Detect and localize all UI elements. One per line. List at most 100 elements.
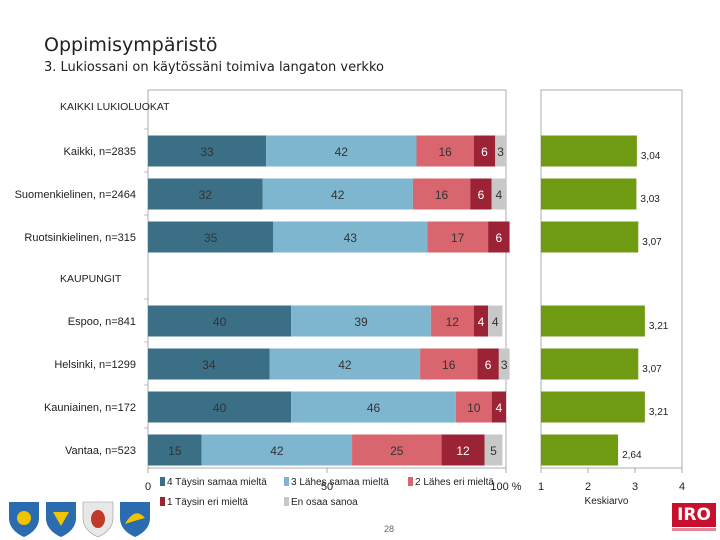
mean-value-label: 3,03 xyxy=(640,194,660,205)
stacked-bar-segment xyxy=(473,135,496,167)
data-label: 6 xyxy=(495,231,502,245)
stacked-bar-segment xyxy=(148,135,267,167)
data-label: 16 xyxy=(442,358,456,372)
mean-value-label: 3,04 xyxy=(641,151,661,162)
data-label: 17 xyxy=(451,231,465,245)
data-label: 4 xyxy=(492,315,499,329)
stacked-bar-segment xyxy=(201,434,353,466)
data-label: 32 xyxy=(199,188,213,202)
stacked-bar-segment xyxy=(488,221,510,253)
mean-value-label: 3,21 xyxy=(649,321,669,332)
data-label: 6 xyxy=(478,188,485,202)
mean-value-label: 3,07 xyxy=(642,364,662,375)
crest-icon xyxy=(82,501,114,538)
category-label: Kauniainen, n=172 xyxy=(44,402,136,414)
mean-value-label: 3,21 xyxy=(649,407,669,418)
iro-logo-bar xyxy=(672,528,716,531)
legend-label: 3 Lähes samaa mieltä xyxy=(291,477,389,488)
category-label: Helsinki, n=1299 xyxy=(54,359,136,371)
stacked-bar-segment xyxy=(416,135,474,167)
data-label: 42 xyxy=(270,444,284,458)
page-number: 28 xyxy=(384,524,394,534)
data-label: 12 xyxy=(446,315,460,329)
data-label: 42 xyxy=(335,145,349,159)
legend-label: En osaa sanoa xyxy=(291,497,358,508)
mean-axis-title: Keskiarvo xyxy=(585,496,629,507)
data-label: 12 xyxy=(456,444,470,458)
stacked-bar-segment xyxy=(266,135,417,167)
stacked-bar-segment xyxy=(273,221,428,253)
stacked-bar-segment xyxy=(148,348,270,380)
stacked-bar-segment xyxy=(262,178,413,210)
section-label: KAIKKI LUKIOLUOKAT xyxy=(60,101,170,113)
municipal-crests xyxy=(9,501,150,538)
mean-plot-frame xyxy=(540,89,683,469)
data-label: 39 xyxy=(354,315,368,329)
data-label: 6 xyxy=(481,145,488,159)
mean-bar xyxy=(541,178,637,210)
question-subtitle: 3. Lukiossani on käytössäni toimiva lang… xyxy=(44,60,384,75)
data-label: 35 xyxy=(204,231,218,245)
data-label: 16 xyxy=(435,188,449,202)
stacked-bar-segment xyxy=(470,178,492,210)
stacked-bar-segment xyxy=(473,305,489,337)
mean-bar xyxy=(541,434,619,466)
data-label: 40 xyxy=(213,401,227,415)
data-label: 43 xyxy=(344,231,358,245)
category-label: Kaikki, n=2835 xyxy=(64,146,136,158)
data-label: 42 xyxy=(331,188,345,202)
stacked-bar-segment xyxy=(488,305,503,337)
legend-label: 2 Lähes eri mieltä xyxy=(415,477,494,488)
mean-bar xyxy=(541,221,639,253)
section-label: KAUPUNGIT xyxy=(60,273,122,285)
legend-label: 1 Täysin eri mieltä xyxy=(167,497,248,508)
mean-bar xyxy=(541,135,637,167)
mean-value-label: 2,64 xyxy=(622,450,642,461)
stacked-bar-segment xyxy=(148,305,292,337)
stacked-bar-segment xyxy=(148,221,274,253)
mean-x-tick-label: 3 xyxy=(632,481,638,493)
mean-bar xyxy=(541,348,639,380)
x-tick-label: 50 xyxy=(321,481,333,493)
data-label: 15 xyxy=(168,444,182,458)
x-tick-label: 0 xyxy=(145,481,151,493)
legend-swatch xyxy=(408,477,413,486)
iro-logo: IRO xyxy=(672,503,716,533)
data-label: 25 xyxy=(390,444,404,458)
mean-bar xyxy=(541,391,645,423)
stacked-bar-segment xyxy=(291,391,456,423)
data-label: 42 xyxy=(338,358,352,372)
data-label: 4 xyxy=(478,315,485,329)
stacked-bar-segment xyxy=(291,305,431,337)
data-label: 5 xyxy=(490,444,497,458)
data-label: 46 xyxy=(367,401,381,415)
stacked-bar-segment xyxy=(269,348,421,380)
data-label: 3 xyxy=(497,145,504,159)
mean-value-label: 3,07 xyxy=(642,237,662,248)
data-label: 4 xyxy=(495,401,502,415)
legend-label: 4 Täysin samaa mieltä xyxy=(167,477,267,488)
data-label: 16 xyxy=(438,145,452,159)
stacked-bar-segment xyxy=(455,391,492,423)
mean-bar xyxy=(541,305,645,337)
crest-icon xyxy=(46,502,76,537)
stacked-bar-segment xyxy=(430,305,474,337)
crest-icon xyxy=(9,502,39,537)
mean-x-tick-label: 2 xyxy=(585,481,591,493)
iro-logo-text: IRO xyxy=(672,503,716,527)
data-label: 4 xyxy=(495,188,502,202)
mean-x-tick-label: 1 xyxy=(538,481,544,493)
category-label: Espoo, n=841 xyxy=(68,316,136,328)
stacked-bar-segment xyxy=(412,178,471,210)
legend-swatch xyxy=(284,477,289,486)
legend-swatch xyxy=(160,477,165,486)
stacked-bar-segment xyxy=(498,348,510,380)
stacked-bar-segment xyxy=(491,391,506,423)
data-label: 3 xyxy=(501,358,508,372)
stacked-bar-segment xyxy=(148,434,202,466)
stacked-bar-segment xyxy=(477,348,499,380)
category-label: Vantaa, n=523 xyxy=(65,445,136,457)
stacked-bar-segment xyxy=(495,135,506,167)
page-title: Oppimisympäristö xyxy=(44,34,218,56)
